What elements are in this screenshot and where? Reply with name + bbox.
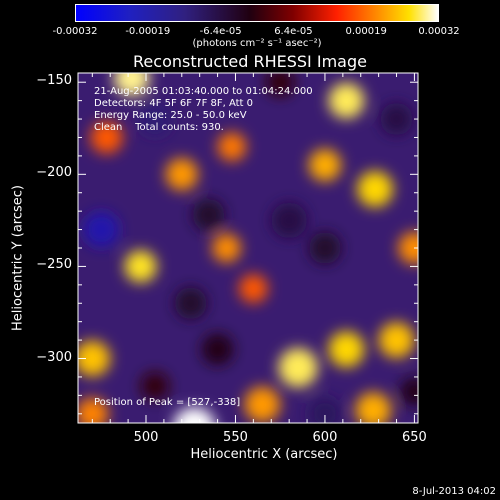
negative-source (140, 371, 170, 401)
positive-source (124, 250, 157, 283)
colorbar-tick-label: 0.00032 (418, 26, 460, 37)
x-tick-label: 500 (133, 430, 159, 445)
negative-source (308, 397, 342, 423)
negative-source (138, 102, 172, 136)
negative-source (201, 333, 234, 366)
positive-source (357, 171, 393, 207)
positive-source (165, 158, 198, 191)
positive-source (173, 407, 216, 423)
positive-source (355, 392, 392, 423)
x-tick-label: 650 (401, 430, 427, 445)
negative-source (265, 73, 295, 97)
positive-source (90, 121, 123, 154)
positive-source (113, 73, 150, 97)
x-tick-label: 600 (312, 430, 338, 445)
positive-source (244, 386, 281, 423)
positive-source (278, 348, 318, 388)
y-tick-label: −150 (36, 73, 72, 89)
positive-source (239, 274, 268, 303)
info-detectors: Detectors: 4F 5F 6F 7F 8F, Att 0 (94, 98, 254, 109)
negative-source (308, 231, 342, 265)
negative-source (192, 198, 225, 231)
info-time-range: 21-Aug-2005 01:03:40.000 to 01:04:24.000 (94, 86, 313, 97)
negative-source (271, 202, 308, 239)
colorbar-tick-label: 6.4e-05 (274, 26, 313, 37)
negative-source (174, 287, 207, 320)
colorbar (75, 4, 439, 22)
y-axis-label: Heliocentric Y (arcsec) (10, 185, 26, 331)
colorbar-unit-label: (photons cm⁻² s⁻¹ asec⁻²) (192, 38, 322, 49)
colorbar-tick-label: -6.4e-05 (199, 26, 242, 37)
x-tick-label: 550 (223, 430, 248, 445)
heatmap-sources (78, 73, 418, 423)
positive-source (78, 340, 111, 377)
y-tick-label: −250 (36, 257, 72, 273)
positive-source (308, 149, 342, 182)
info-counts: Clean Total counts: 930. (94, 122, 224, 133)
y-tick-label: −300 (36, 349, 72, 365)
positive-source (378, 322, 415, 358)
positive-source (328, 331, 365, 368)
positive-source (328, 82, 365, 119)
chart-title: Reconstructed RHESSI Image (133, 52, 367, 71)
info-energy-range: Energy Range: 25.0 - 50.0 keV (94, 110, 247, 121)
negative-source (83, 211, 120, 248)
y-tick-label: −200 (36, 165, 72, 181)
heatmap-background (78, 73, 418, 423)
axis-ticks (78, 73, 418, 423)
positive-source (217, 132, 247, 161)
x-axis-label: Heliocentric X (arcsec) (190, 447, 338, 462)
colorbar-tick-label: -0.00032 (52, 26, 98, 37)
negative-source (400, 377, 418, 406)
positive-source (212, 233, 241, 263)
negative-source (380, 102, 413, 136)
timestamp: 8-Jul-2013 04:02 (412, 486, 496, 497)
positive-source (78, 397, 109, 423)
colorbar-tick-label: 0.00019 (345, 26, 387, 37)
colorbar-tick-label: -0.00019 (125, 26, 171, 37)
positive-source (398, 231, 418, 265)
peak-position: Position of Peak = [527,-338] (94, 397, 241, 408)
